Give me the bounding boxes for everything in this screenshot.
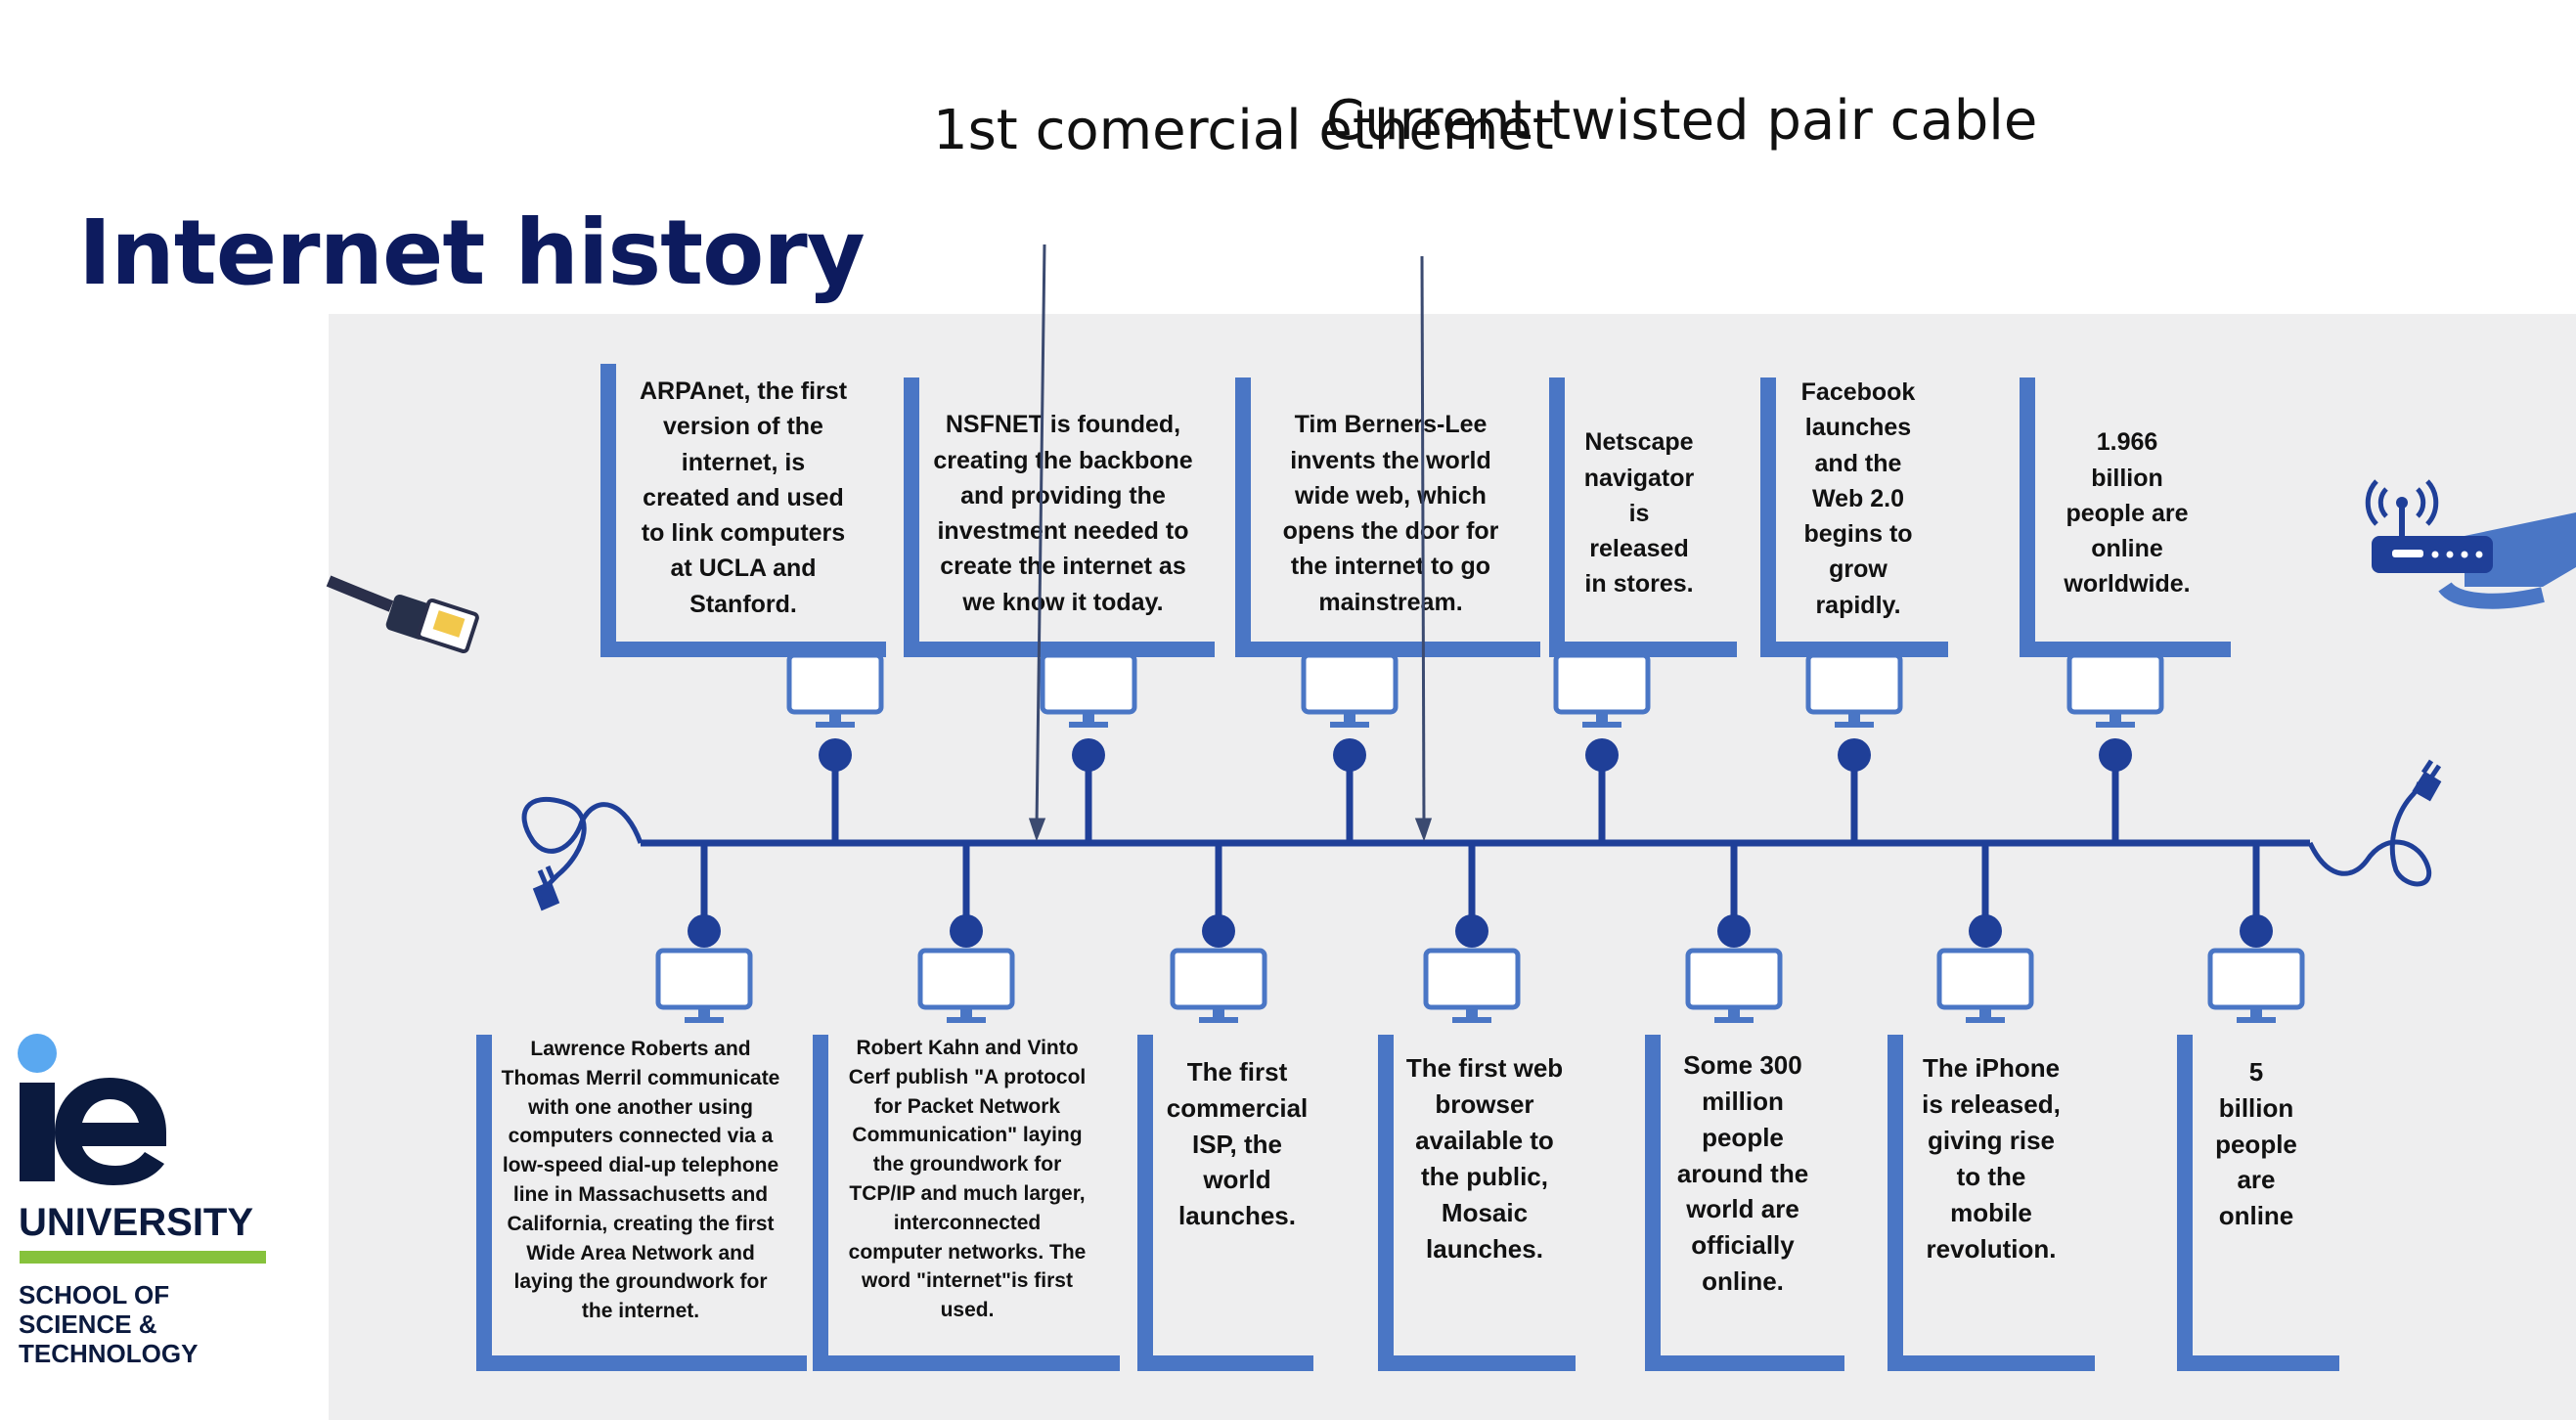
event-bracket: [1888, 1035, 2095, 1371]
event-text: The first web browser available to the p…: [1405, 1053, 1564, 1264]
timeline-stem: [950, 843, 983, 948]
timeline-stem: [1455, 843, 1488, 948]
event-bracket: [476, 1035, 807, 1371]
timeline-stem: [1838, 738, 1871, 843]
event-text: The first commercial ISP, the world laun…: [1166, 1056, 1309, 1231]
monitor-icon: [1423, 948, 1521, 1023]
monitor-icon: [1685, 948, 1783, 1023]
monitor-icon: [1040, 652, 1137, 728]
event-bracket: [1645, 1035, 1844, 1371]
event-text: Facebook launches and the Web 2.0 begins…: [1800, 378, 1916, 619]
monitor-icon: [2207, 948, 2305, 1023]
monitor-icon: [2066, 652, 2164, 728]
event-text: ARPAnet, the first version of the intern…: [639, 377, 848, 618]
slide-title: Internet history: [78, 200, 866, 305]
event-bracket: [904, 377, 1215, 657]
timeline-stem: [1585, 738, 1619, 843]
logo-school-3: TECHNOLOGY: [19, 1339, 199, 1368]
event-text: 1.966 billion people are online worldwid…: [2064, 428, 2191, 599]
event-text: NSFNET is founded, creating the backbone…: [933, 411, 1193, 616]
timeline-stem: [1202, 843, 1235, 948]
monitor-icon: [1805, 652, 1903, 728]
timeline-stem: [1333, 738, 1366, 843]
event-bracket: [813, 1035, 1120, 1371]
logo-school-2: SCIENCE &: [19, 1309, 157, 1339]
monitor-icon: [1170, 948, 1267, 1023]
monitor-icon: [1301, 652, 1399, 728]
event-bracket: [1760, 377, 1948, 657]
wifi-router-hand-icon: [2365, 479, 2576, 609]
monitor-icon: [655, 948, 753, 1023]
timeline-stem: [1969, 843, 2002, 948]
annotation-arrows: [1028, 244, 1433, 842]
note-twisted-pair: Current twisted pair cable: [1326, 89, 2038, 153]
event-bracket: [1137, 1035, 1313, 1371]
ethernet-plug-icon: [326, 575, 479, 654]
note-ethernet: 1st comercial ethernet: [933, 99, 1554, 162]
monitor-icon: [786, 652, 884, 728]
timeline-stem: [688, 843, 721, 948]
logo-university: UNIVERSITY: [19, 1201, 254, 1244]
power-plug-cord-icon: [2307, 759, 2442, 887]
event-text: 5 billion people are online: [2215, 1056, 2297, 1231]
logo-school-1: SCHOOL OF: [19, 1280, 170, 1309]
event-text: Netscape navigator is released in stores…: [1583, 428, 1695, 599]
timeline-stem: [1717, 843, 1751, 948]
timeline-stem: [819, 738, 852, 843]
event-text: Some 300 million people around the world…: [1676, 1049, 1809, 1297]
event-text: Tim Berners-Lee invents the world wide w…: [1282, 411, 1499, 616]
event-text: Robert Kahn and Vinto Cerf publish "A pr…: [848, 1036, 1087, 1322]
event-text: The iPhone is released, giving rise to t…: [1922, 1053, 2061, 1264]
monitor-icon: [1936, 948, 2034, 1023]
monitor-icon: [917, 948, 1015, 1023]
timeline-stem: [2240, 843, 2273, 948]
timeline-stem: [2099, 738, 2132, 843]
event-bracket: [1378, 1035, 1576, 1371]
timeline-stem: [1072, 738, 1105, 843]
power-plug-cord-icon: [521, 796, 644, 911]
event-text: Lawrence Roberts and Thomas Merril commu…: [501, 1037, 780, 1323]
monitor-icon: [1553, 652, 1651, 728]
event-bracket: [2177, 1035, 2339, 1371]
